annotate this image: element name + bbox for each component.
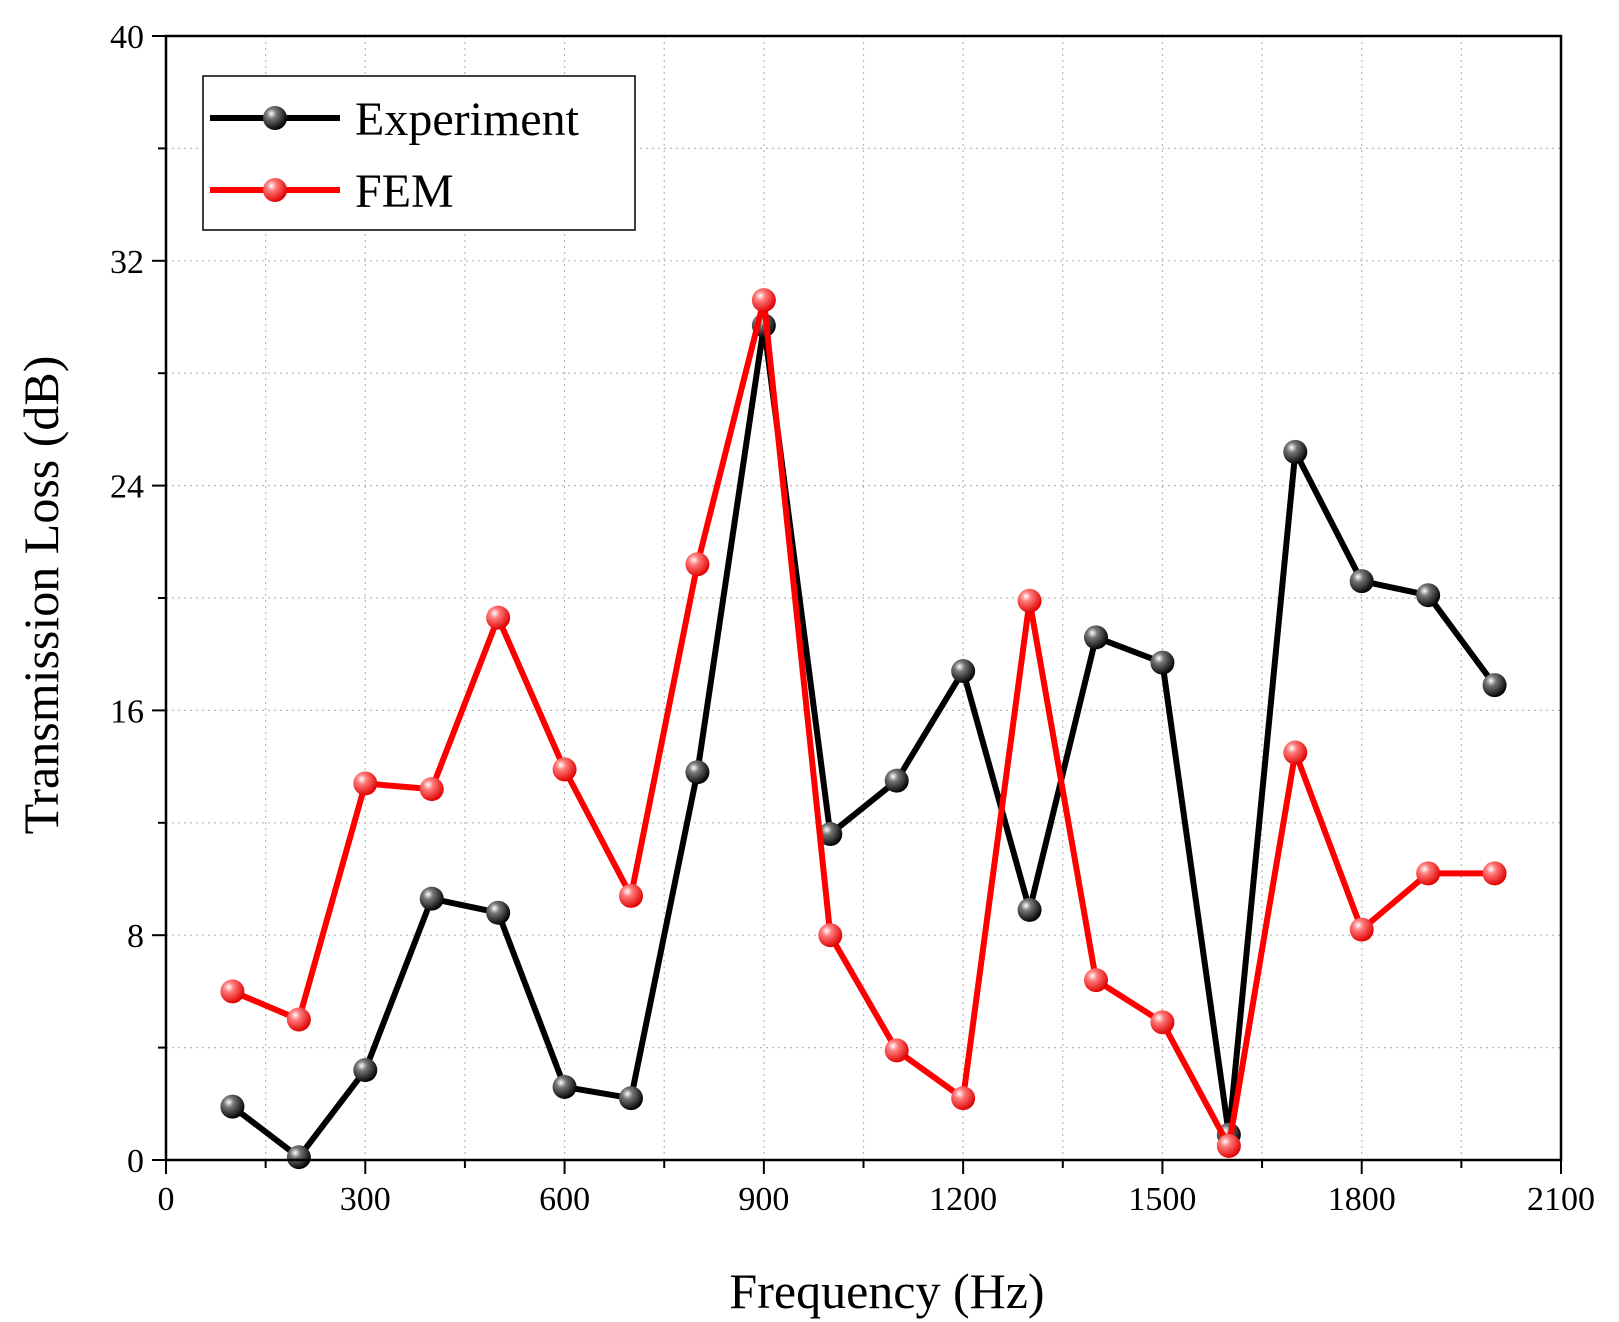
data-point-fem [619, 883, 643, 908]
data-point-fem [1216, 1133, 1241, 1158]
data-point-fem [951, 1086, 976, 1111]
x-tick-label: 900 [738, 1181, 789, 1218]
x-tick-label: 0 [158, 1181, 175, 1218]
series-line-fem [231, 297, 1495, 1149]
data-point-fem [1349, 917, 1374, 942]
x-tick-label: 300 [340, 1181, 391, 1218]
y-tick-label: 16 [110, 693, 144, 730]
data-point-experiment [286, 1145, 311, 1170]
y-tick-label: 8 [127, 918, 144, 955]
data-point-fem [818, 923, 843, 948]
legend-marker-experiment [263, 106, 287, 130]
series-experiment [220, 313, 1507, 1170]
data-point-experiment [951, 659, 976, 684]
data-point-fem [486, 605, 511, 630]
data-point-fem [286, 1007, 311, 1032]
x-tick-label: 1500 [1128, 1181, 1196, 1218]
data-point-fem [419, 777, 444, 802]
data-point-fem [1482, 861, 1507, 886]
data-point-experiment [486, 900, 511, 925]
data-point-experiment [1017, 897, 1042, 922]
y-tick-label: 0 [127, 1143, 144, 1180]
x-tick-label: 1200 [929, 1181, 997, 1218]
series-fem [220, 288, 1507, 1158]
data-point-experiment [818, 822, 843, 847]
y-axis-title: Transmission Loss (dB) [13, 356, 69, 835]
data-point-experiment [1349, 569, 1374, 594]
tick-labels: 0 300 600 900 1200 1500 1800 2100 0 8 16 24 32 40 [110, 19, 1595, 1218]
x-axis-title: Frequency (Hz) [729, 1263, 1044, 1319]
data-point-experiment [619, 1086, 643, 1111]
data-point-experiment [1084, 625, 1108, 650]
data-point-experiment [353, 1058, 378, 1083]
x-tick-label: 2100 [1527, 1181, 1595, 1218]
data-point-fem [220, 979, 245, 1004]
legend-marker-fem [263, 178, 287, 202]
data-point-fem [552, 757, 577, 782]
data-point-experiment [1150, 650, 1175, 675]
legend-item-fem: FEM [210, 165, 454, 218]
x-tick-label: 1800 [1328, 1181, 1396, 1218]
data-point-fem [884, 1038, 909, 1063]
data-point-fem [1017, 588, 1042, 613]
data-point-experiment [685, 760, 710, 785]
data-point-fem [1416, 861, 1441, 886]
data-point-fem [1283, 740, 1308, 765]
legend-item-experiment: Experiment [210, 93, 580, 146]
data-point-experiment [1482, 673, 1507, 698]
y-tick-label: 40 [110, 19, 144, 56]
legend-box [202, 75, 636, 231]
y-tick-label: 24 [110, 469, 144, 506]
data-point-experiment [552, 1074, 577, 1099]
legend-label-experiment: Experiment [355, 93, 580, 146]
data-point-fem [1084, 968, 1108, 993]
legend-label-fem: FEM [355, 165, 454, 218]
data-point-experiment [220, 1094, 245, 1119]
axis-ticks [152, 35, 1562, 1174]
data-point-experiment [419, 886, 444, 911]
series [220, 288, 1507, 1170]
plot-frame [164, 34, 1563, 1162]
data-point-fem [685, 552, 710, 577]
x-tick-label: 600 [539, 1181, 590, 1218]
legend: Experiment FEM [202, 75, 636, 231]
data-point-fem [1150, 1010, 1175, 1035]
data-point-fem [353, 771, 378, 796]
y-tick-label: 32 [110, 244, 144, 281]
data-point-experiment [1283, 439, 1308, 464]
data-point-experiment [1416, 583, 1441, 608]
data-point-experiment [884, 768, 909, 793]
data-point-fem [751, 288, 776, 313]
